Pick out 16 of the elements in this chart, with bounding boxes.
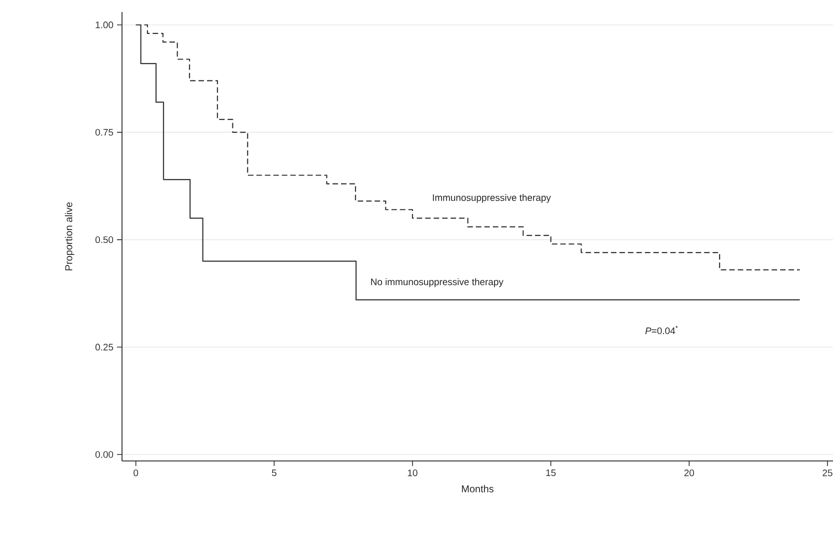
series-label: No immunosuppressive therapy xyxy=(371,278,504,288)
x-tick-label: 10 xyxy=(408,470,418,476)
annotation: P=0.04$^{*}$ xyxy=(645,326,678,334)
x-tick-label: 15 xyxy=(546,470,556,476)
y-tick-label: 0.00 xyxy=(95,451,114,458)
x-tick-label: 20 xyxy=(684,470,694,476)
y-tick-label: 1.00 xyxy=(96,22,114,28)
y-axis-title: Proportion alive xyxy=(64,202,74,270)
x-tick-label: 25 xyxy=(822,470,832,476)
x-tick-label: 0 xyxy=(134,470,138,476)
y-tick-label: 0.75 xyxy=(95,128,114,136)
y-tick-label: 0.25 xyxy=(95,344,114,350)
x-tick-label: 5 xyxy=(272,470,276,476)
series-label: Immunosuppressive therapy xyxy=(432,194,551,203)
x-axis-title: Months xyxy=(462,485,494,492)
y-tick-label: 0.50 xyxy=(95,236,114,244)
